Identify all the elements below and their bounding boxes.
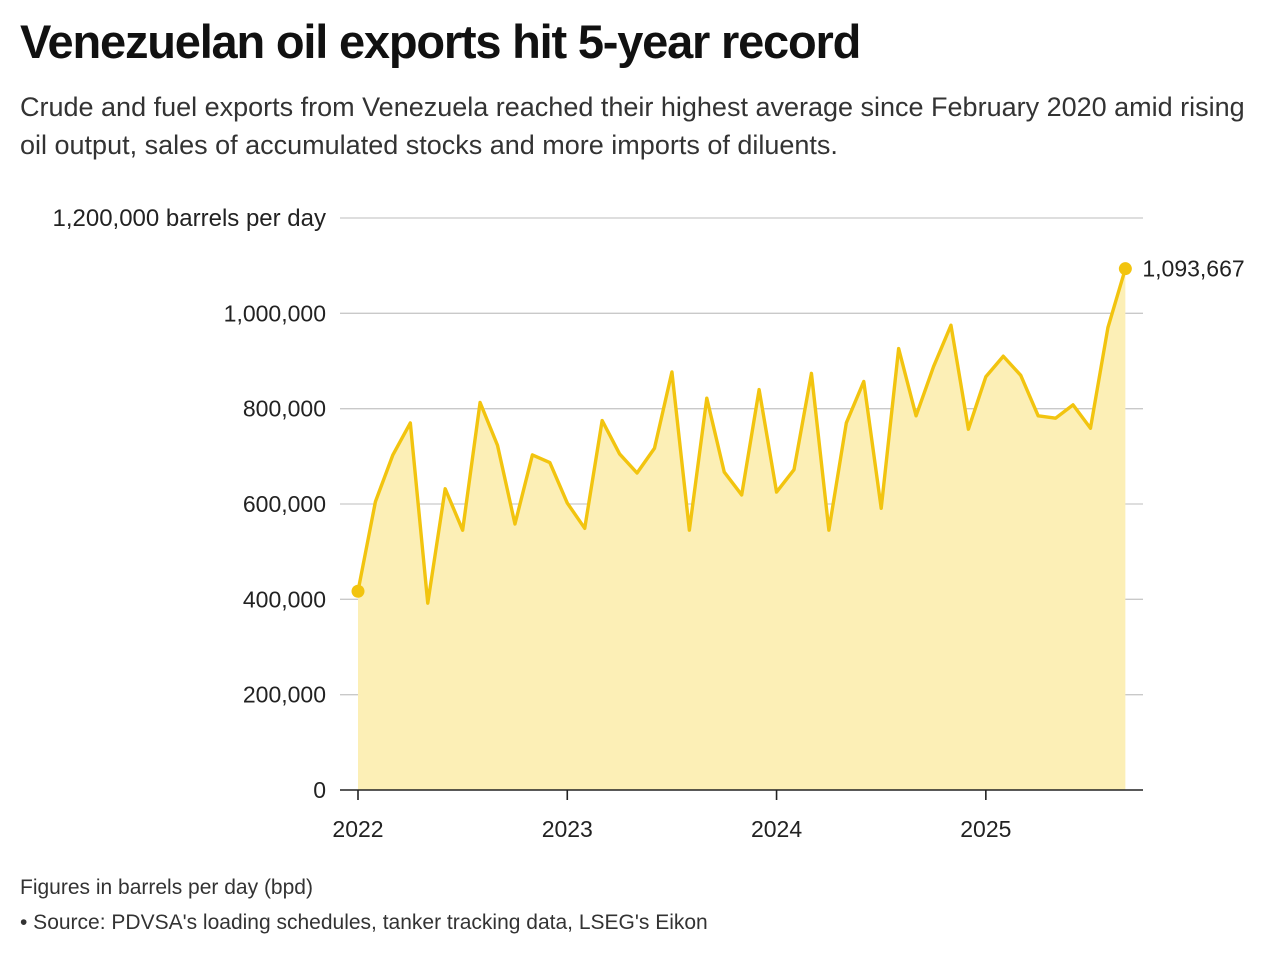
y-tick-label: 0 <box>313 777 326 803</box>
y-tick-label: 600,000 <box>243 491 326 517</box>
x-tick-label: 2024 <box>751 816 802 842</box>
x-tick-label: 2023 <box>542 816 593 842</box>
chart-title: Venezuelan oil exports hit 5-year record <box>20 15 861 68</box>
line-chart: 0 200,000 400,000 600,000 800,000 1,000,000 1,… <box>52 205 1244 842</box>
footnote: Figures in barrels per day (bpd) <box>20 876 313 899</box>
y-tick-label: 400,000 <box>243 586 326 612</box>
x-tick-label: 2025 <box>960 816 1011 842</box>
data-point <box>351 584 365 598</box>
x-tick-label: 2022 <box>332 816 383 842</box>
area-fill <box>358 268 1126 790</box>
y-tick-label: 1,200,000 barrels per day <box>52 205 326 232</box>
source-note: • Source: PDVSA's loading schedules, tan… <box>20 911 708 934</box>
y-tick-label: 1,000,000 <box>224 300 326 326</box>
data-point <box>1118 262 1132 276</box>
y-tick-label: 200,000 <box>243 682 326 708</box>
series-line <box>356 268 1127 605</box>
y-tick-label: 800,000 <box>243 396 326 422</box>
annotation-label: 1,093,667 <box>1142 256 1244 282</box>
chart-subtitle: Crude and fuel exports from Venezuela re… <box>20 92 1245 160</box>
